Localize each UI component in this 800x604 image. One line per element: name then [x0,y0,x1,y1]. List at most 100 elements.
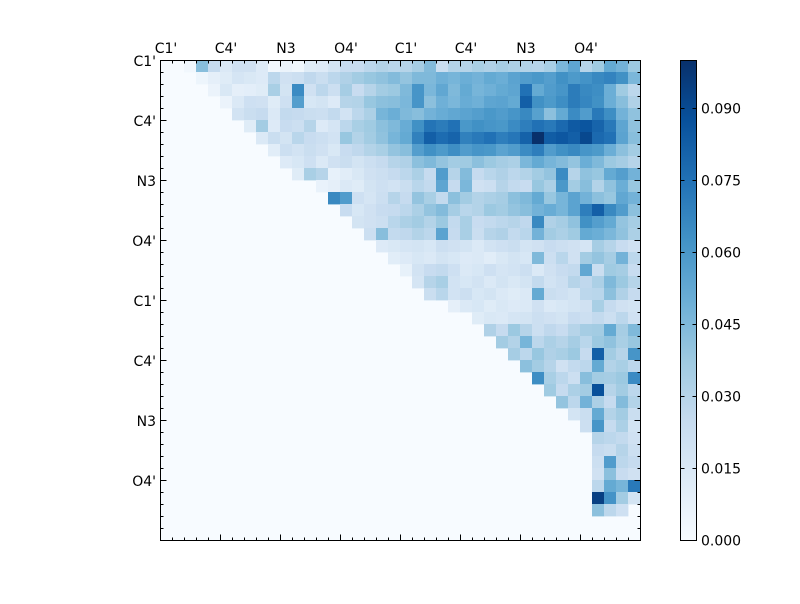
heatmap-cell [328,96,341,109]
heatmap-cell [484,192,497,205]
heatmap-cell [604,156,617,169]
heatmap-cell [556,300,569,313]
heatmap-cell [436,264,449,277]
heatmap-cell [484,144,497,157]
heatmap-cell [616,240,629,253]
heatmap-cell [556,132,569,145]
heatmap-cell [628,444,641,457]
heatmap-cell [388,60,401,73]
heatmap-cell [496,324,509,337]
heatmap-cell [364,72,377,85]
heatmap-cell [436,216,449,229]
heatmap-cell [556,240,569,253]
heatmap-cell [580,360,593,373]
heatmap-cell [316,84,329,97]
heatmap-cell [472,120,485,133]
heatmap-cell [436,192,449,205]
heatmap-cell [508,156,521,169]
heatmap-cell [412,132,425,145]
heatmap-cell [568,108,581,121]
heatmap-cell [448,108,461,121]
heatmap-cell [520,216,533,229]
colorbar-tick-label: 0.000 [701,534,741,550]
heatmap-cell [616,84,629,97]
heatmap-cell [556,156,569,169]
heatmap-cell [604,168,617,181]
heatmap-cell [388,228,401,241]
heatmap-cell [340,72,353,85]
heatmap-cell [280,108,293,121]
heatmap-cell [544,228,557,241]
heatmap-cell [328,108,341,121]
heatmap-cell [244,84,257,97]
heatmap-cell [388,216,401,229]
heatmap-cell [472,228,485,241]
heatmap-cell [532,156,545,169]
heatmap-cell [592,336,605,349]
heatmap-cell [544,120,557,133]
heatmap-cell [496,216,509,229]
heatmap-cell [520,204,533,217]
heatmap-cell [532,168,545,181]
heatmap-cell [628,228,641,241]
heatmap-cell [448,228,461,241]
heatmap-cell [592,144,605,157]
colorbar-tick-label: 0.090 [701,102,741,118]
heatmap-cell [604,204,617,217]
heatmap-cell [508,108,521,121]
heatmap-cell [604,120,617,133]
heatmap-cell [400,156,413,169]
heatmap-cell [388,144,401,157]
heatmap-cell [604,108,617,121]
heatmap-cell [472,276,485,289]
heatmap-cell [460,96,473,109]
heatmap-cell [544,252,557,265]
heatmap-cell [568,144,581,157]
heatmap-cell [628,288,641,301]
heatmap-cell [508,264,521,277]
heatmap-cell [544,384,557,397]
heatmap-cell [304,72,317,85]
heatmap-cell [484,324,497,337]
heatmap-cell [556,264,569,277]
heatmap-cell [544,192,557,205]
heatmap-cell [544,132,557,145]
heatmap-cell [484,312,497,325]
heatmap-cell [556,228,569,241]
heatmap-cell [400,168,413,181]
heatmap-cell [604,432,617,445]
heatmap-cell [532,372,545,385]
heatmap-cell [604,408,617,421]
heatmap-cell [208,84,221,97]
heatmap-cell [436,276,449,289]
heatmap-cell [460,228,473,241]
heatmap-cell [532,324,545,337]
heatmap-cell [304,60,317,73]
heatmap-cell [460,276,473,289]
heatmap-cell [544,60,557,73]
heatmap-cell [412,216,425,229]
heatmap-cell [340,120,353,133]
heatmap-cell [460,132,473,145]
heatmap-cell [520,276,533,289]
heatmap-cell [628,132,641,145]
heatmap-cell [472,240,485,253]
heatmap-cell [604,336,617,349]
heatmap-cell [436,204,449,217]
heatmap-cell [508,228,521,241]
heatmap-cell [508,348,521,361]
heatmap-cell [616,204,629,217]
heatmap-cell [460,180,473,193]
heatmap-cell [604,360,617,373]
heatmap-cell [604,264,617,277]
heatmap-cell [604,324,617,337]
heatmap-cell [616,480,629,493]
heatmap-cell [556,204,569,217]
heatmap-cell [472,204,485,217]
heatmap-cell [292,144,305,157]
heatmap-cell [532,120,545,133]
heatmap-cell [376,192,389,205]
heatmap-cell [424,240,437,253]
heatmap-cell [436,228,449,241]
heatmap-cell [400,204,413,217]
